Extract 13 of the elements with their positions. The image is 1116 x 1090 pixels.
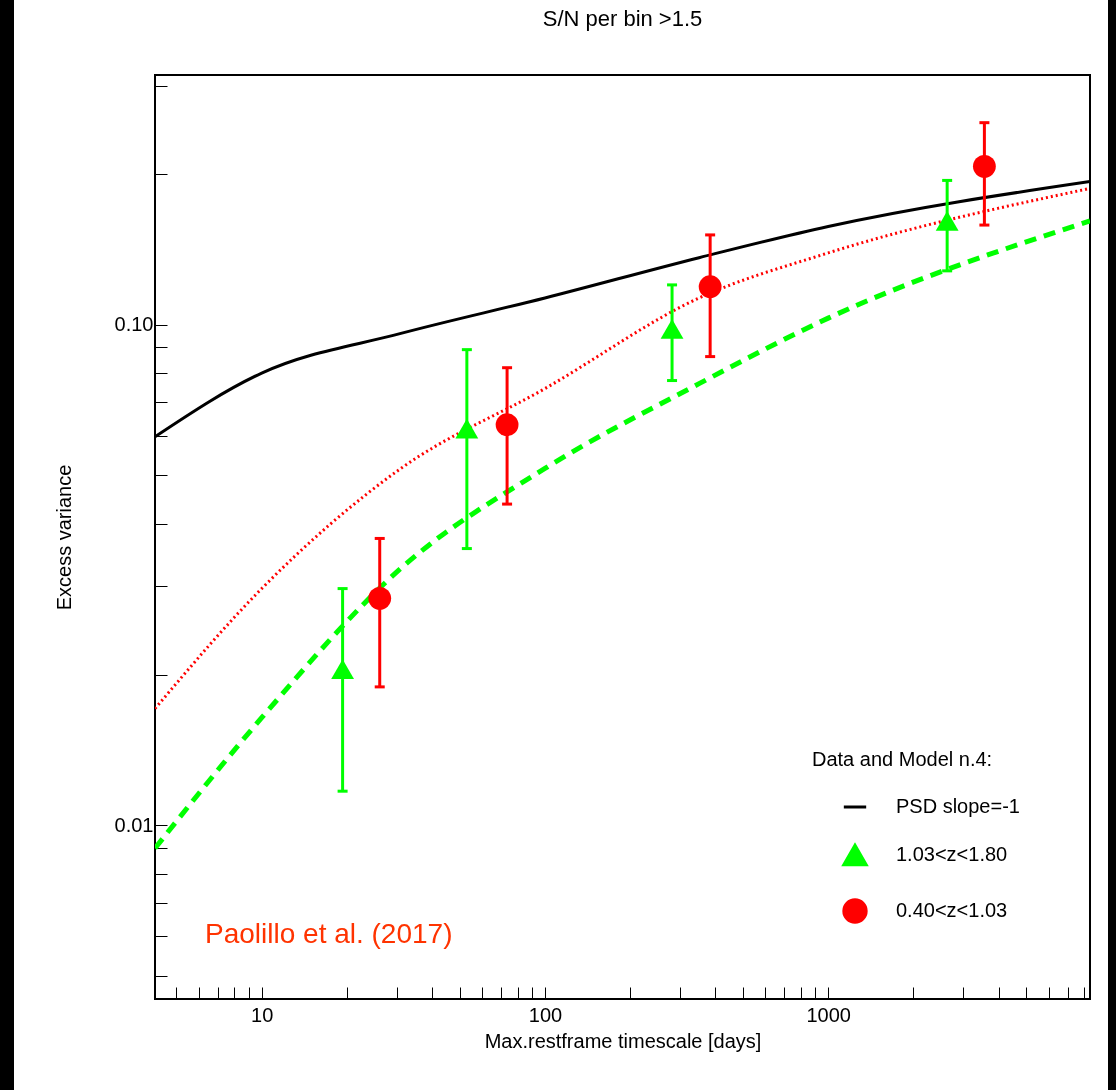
- legend-title: Data and Model n.4:: [812, 748, 993, 770]
- x-tick-label: 1000: [806, 1003, 851, 1026]
- y-tick-label: 0.10: [114, 313, 154, 336]
- x-tick-label: 10: [251, 1003, 274, 1026]
- annotation: Paolillo et al. (2017): [205, 918, 453, 949]
- x-tick-label: 100: [528, 1003, 563, 1026]
- chart-title: S/N per bin >1.5: [542, 6, 703, 31]
- legend-label: 0.40<z<1.03: [896, 899, 1008, 921]
- legend-label: PSD slope=-1: [896, 795, 1020, 817]
- legend-label: 1.03<z<1.80: [896, 843, 1008, 865]
- x-axis-title: Max.restframe timescale [days]: [484, 1029, 762, 1052]
- y-tick-label: 0.01: [114, 813, 154, 836]
- y-axis-title: Excess variance: [52, 464, 75, 611]
